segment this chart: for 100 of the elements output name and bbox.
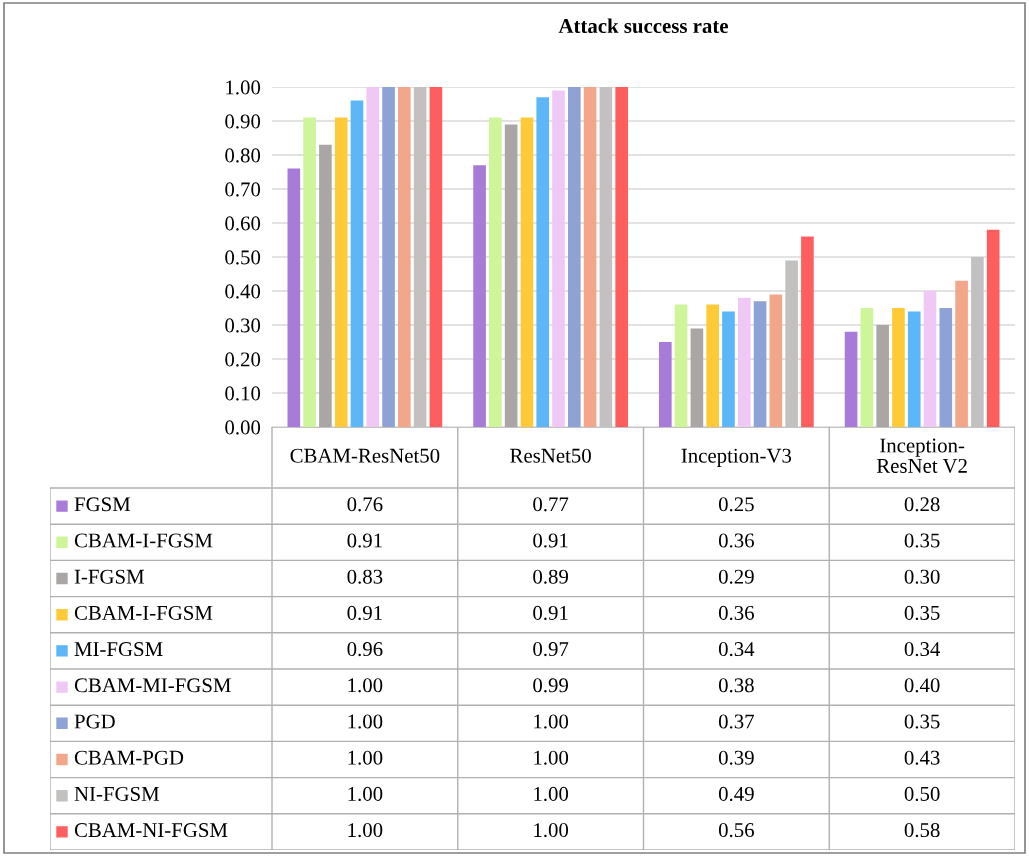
data-label: 0.91 — [533, 533, 568, 548]
legend-label: FGSM — [74, 497, 131, 512]
bar — [536, 97, 550, 427]
y-tick-label: 0.50 — [225, 250, 261, 265]
data-label: 0.56 — [718, 823, 754, 838]
bar — [753, 301, 767, 427]
data-label: 1.00 — [534, 714, 569, 729]
y-tick-label: 0.30 — [225, 318, 261, 333]
bar — [801, 236, 814, 427]
data-label: 0.38 — [718, 678, 754, 693]
data-label: 0.43 — [904, 750, 940, 765]
data-label: 1.00 — [534, 750, 569, 765]
data-label: 0.58 — [904, 823, 940, 838]
y-tick-label: 0.70 — [225, 182, 261, 197]
y-tick-label: 0.00 — [225, 420, 261, 435]
bar — [287, 168, 301, 427]
bar — [520, 117, 534, 427]
bar — [674, 304, 688, 427]
data-label: 0.35 — [904, 533, 940, 548]
bar — [382, 87, 395, 427]
y-tick-label: 0.90 — [225, 114, 261, 129]
legend-label: CBAM-MI-FGSM — [74, 678, 231, 693]
bar — [366, 87, 380, 427]
bar — [473, 165, 486, 427]
bar — [413, 87, 427, 427]
data-label: 1.00 — [534, 823, 569, 838]
data-label: 0.91 — [347, 605, 382, 621]
legend-label: CBAM-I-FGSM — [74, 605, 213, 620]
y-tick-label: 0.10 — [225, 386, 261, 401]
bar — [907, 311, 921, 427]
data-label: 0.77 — [533, 497, 569, 512]
bar — [489, 117, 502, 427]
y-tick-label: 1.00 — [226, 80, 261, 95]
legend-label: MI-FGSM — [74, 642, 163, 657]
data-label: 0.83 — [347, 569, 383, 584]
bar — [350, 100, 364, 427]
bar — [737, 297, 751, 427]
data-label: 0.30 — [904, 569, 940, 584]
y-tick-label: 0.20 — [225, 352, 261, 367]
chart-title: Attack success rate — [558, 18, 728, 34]
data-label: 0.91 — [533, 605, 568, 621]
bar — [844, 331, 858, 427]
data-label: 1.00 — [348, 678, 383, 693]
bar — [552, 90, 565, 427]
legend-label: CBAM-NI-FGSM — [74, 823, 228, 838]
data-label: 0.99 — [533, 678, 568, 693]
bar — [599, 87, 613, 427]
data-label: 0.28 — [904, 497, 940, 512]
data-label: 0.76 — [347, 497, 383, 512]
data-label: 0.91 — [347, 533, 382, 548]
bar — [971, 257, 984, 427]
legend-label: CBAM-PGD — [74, 750, 184, 765]
x-tick-label: Inception-V3 — [681, 448, 792, 467]
data-label: 1.00 — [348, 823, 383, 838]
bar — [923, 291, 937, 427]
data-label: 0.37 — [718, 714, 755, 729]
data-label: 1.00 — [348, 786, 383, 802]
legend-label: PGD — [74, 714, 115, 729]
data-label: 0.36 — [718, 533, 754, 548]
bar — [615, 87, 628, 427]
bar — [303, 117, 316, 427]
bar — [785, 260, 798, 427]
x-tick-label: ResNet50 — [510, 448, 591, 463]
x-tick-label: CBAM-ResNet50 — [290, 448, 440, 463]
y-tick-label: 0.80 — [225, 148, 261, 163]
legend-label: I-FGSM — [74, 569, 145, 584]
y-tick-label: 0.60 — [225, 216, 261, 231]
bar — [986, 229, 1000, 427]
y-tick-label: 0.40 — [225, 284, 261, 299]
bar — [706, 304, 720, 427]
bar — [334, 117, 348, 427]
bar — [892, 308, 905, 427]
data-label: 0.39 — [718, 750, 754, 765]
x-tick-label: Inception-ResNet V2 — [876, 438, 967, 473]
bar — [955, 280, 968, 427]
data-label: 0.35 — [904, 605, 940, 621]
data-label: 0.89 — [533, 569, 568, 584]
data-label: 0.36 — [718, 605, 754, 621]
bar — [860, 308, 874, 427]
bar — [429, 87, 443, 427]
bar — [939, 308, 953, 427]
data-label: 0.40 — [904, 678, 940, 693]
data-label: 0.35 — [904, 714, 940, 729]
data-label: 0.96 — [347, 642, 383, 657]
data-label: 0.49 — [718, 786, 754, 802]
bar — [659, 342, 672, 427]
data-label: 0.34 — [718, 642, 755, 657]
bar — [722, 311, 735, 427]
bar — [583, 87, 597, 427]
data-label: 0.25 — [718, 497, 754, 512]
data-label: 1.00 — [348, 750, 383, 765]
bar — [398, 87, 411, 427]
data-label: 0.29 — [718, 569, 754, 584]
bar — [567, 87, 581, 427]
legend-label: NI-FGSM — [74, 786, 160, 801]
bar — [769, 294, 783, 427]
data-label: 1.00 — [348, 714, 383, 729]
data-label: 0.50 — [904, 786, 940, 802]
data-label: 0.97 — [533, 642, 569, 657]
data-label: 0.34 — [904, 642, 941, 657]
